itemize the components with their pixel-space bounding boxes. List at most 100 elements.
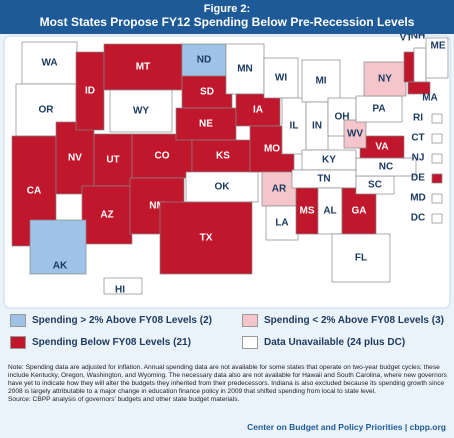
state xyxy=(181,43,227,77)
state-label: TN xyxy=(317,174,330,185)
state xyxy=(343,119,367,149)
state-label: MS xyxy=(300,206,315,217)
state-label: DE xyxy=(411,173,425,184)
state-label: KS xyxy=(216,151,230,162)
state-label: IL xyxy=(290,121,299,132)
state xyxy=(131,133,193,179)
state xyxy=(403,51,415,83)
state xyxy=(281,97,307,155)
legend-swatch xyxy=(10,336,26,349)
state-label: NE xyxy=(199,119,213,130)
state xyxy=(75,51,105,131)
state xyxy=(331,233,391,283)
state-label: MD xyxy=(410,193,426,204)
state xyxy=(431,133,443,144)
state xyxy=(317,187,343,235)
legend-label: Data Unavailable (24 plus DC) xyxy=(264,337,406,348)
state-label: OR xyxy=(39,105,55,116)
state xyxy=(109,89,173,133)
state xyxy=(431,213,443,224)
state-label: VA xyxy=(375,142,388,153)
state-label: FL xyxy=(355,253,367,264)
state-label: CT xyxy=(411,133,424,144)
state-label: MO xyxy=(264,144,280,155)
legend-item: Spending > 2% Above FY08 Levels (2) xyxy=(10,314,212,327)
state-label: ND xyxy=(197,55,211,66)
legend-item: Spending < 2% Above FY08 Levels (3) xyxy=(242,314,444,327)
state-label: GA xyxy=(352,206,367,217)
state-label: NV xyxy=(68,153,82,164)
state xyxy=(431,153,443,164)
map: WA OR CA NV ID MT WY UT AZ CO NM ND SD NE KS OK TX MN IA MO… xyxy=(3,34,451,309)
state xyxy=(159,201,253,275)
state-label: MI xyxy=(315,76,326,87)
state-label: OH xyxy=(335,112,350,123)
state-label: NM xyxy=(149,201,165,212)
state-label: LA xyxy=(275,218,288,229)
state-label: ME xyxy=(431,41,446,52)
state-label: WI xyxy=(275,73,287,84)
state xyxy=(225,43,265,95)
state-label: UT xyxy=(106,155,119,166)
legend-swatch xyxy=(242,314,258,327)
state xyxy=(431,193,443,204)
state xyxy=(175,107,237,141)
state-label: AK xyxy=(53,261,68,272)
state-label: HI xyxy=(115,285,125,296)
state-label: SC xyxy=(368,180,382,191)
state-label: MN xyxy=(237,64,253,75)
state xyxy=(235,93,281,127)
state-label: IA xyxy=(253,105,263,116)
state-label: CA xyxy=(27,186,41,197)
state xyxy=(181,75,233,109)
state xyxy=(103,277,143,295)
state-label: IN xyxy=(312,121,322,132)
state-label: ID xyxy=(85,86,95,97)
header: Figure 2: Most States Propose FY12 Spend… xyxy=(0,0,454,34)
state xyxy=(431,113,443,124)
legend-item: Data Unavailable (24 plus DC) xyxy=(242,336,405,349)
source-text: Source: CBPP analysis of governors' budg… xyxy=(8,396,240,403)
legend-label: Spending < 2% Above FY08 Levels (3) xyxy=(264,315,444,326)
state-label: AL xyxy=(323,206,336,217)
note-text: Note: Spending data are adjusted for inf… xyxy=(8,364,447,395)
state xyxy=(431,173,443,184)
state-label: TX xyxy=(200,233,213,244)
state-label: CO xyxy=(155,151,170,162)
state xyxy=(263,57,299,99)
legend-item: Spending Below FY08 Levels (21) xyxy=(10,336,191,349)
state xyxy=(341,187,377,235)
legend-label: Spending Below FY08 Levels (21) xyxy=(32,337,191,348)
legend-swatch xyxy=(242,336,258,349)
state-label: AZ xyxy=(100,210,113,221)
state-label: KY xyxy=(322,155,336,166)
state xyxy=(413,47,427,83)
state-label: WY xyxy=(133,106,149,117)
state-label: NY xyxy=(378,74,392,85)
state-label: NC xyxy=(379,162,393,173)
title: Most States Propose FY12 Spending Below … xyxy=(39,15,415,29)
state xyxy=(407,81,431,95)
state xyxy=(21,41,78,85)
state xyxy=(355,95,403,123)
state xyxy=(93,133,133,187)
legend-swatch xyxy=(10,314,26,327)
state xyxy=(301,59,341,103)
state-label: RI xyxy=(413,113,423,124)
state-label: WA xyxy=(41,58,57,69)
legend-label: Spending > 2% Above FY08 Levels (2) xyxy=(32,315,212,326)
state-label: DC xyxy=(411,213,425,224)
state-label: NH xyxy=(411,34,425,42)
state-label: MA xyxy=(422,93,438,104)
footer: Center on Budget and Policy Priorities |… xyxy=(247,422,446,432)
state-label: MT xyxy=(136,62,150,73)
state-label: OK xyxy=(215,182,231,193)
state-label: PA xyxy=(372,104,385,115)
state-label: AR xyxy=(272,184,287,195)
figure-label: Figure 2: xyxy=(203,3,251,15)
state xyxy=(29,219,87,275)
state-label: WV xyxy=(347,129,363,140)
state xyxy=(265,205,299,241)
state xyxy=(363,61,407,97)
